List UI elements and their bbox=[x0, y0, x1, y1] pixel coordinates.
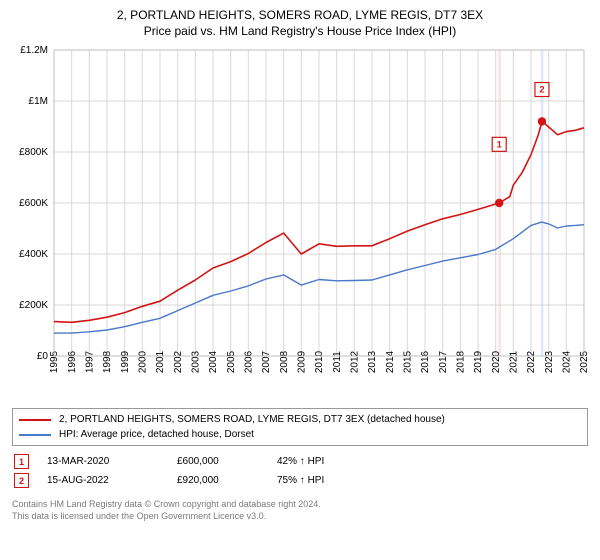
sale-badge-number: 1 bbox=[497, 139, 502, 149]
x-tick-label: 2007 bbox=[261, 350, 272, 373]
x-tick-label: 1999 bbox=[120, 350, 131, 373]
x-tick-label: 1998 bbox=[102, 350, 113, 373]
x-tick-label: 2010 bbox=[314, 350, 325, 373]
y-tick-label: £200K bbox=[19, 300, 48, 311]
legend-label: HPI: Average price, detached house, Dors… bbox=[59, 427, 254, 442]
y-tick-label: £600K bbox=[19, 198, 48, 209]
legend-row: HPI: Average price, detached house, Dors… bbox=[19, 427, 581, 442]
x-tick-label: 2003 bbox=[191, 350, 202, 373]
legend-row: 2, PORTLAND HEIGHTS, SOMERS ROAD, LYME R… bbox=[19, 412, 581, 427]
sale-point bbox=[538, 117, 546, 125]
x-tick-label: 2012 bbox=[350, 350, 361, 373]
title-block: 2, PORTLAND HEIGHTS, SOMERS ROAD, LYME R… bbox=[12, 8, 588, 38]
x-tick-label: 2011 bbox=[332, 351, 343, 373]
footer-line-1: Contains HM Land Registry data © Crown c… bbox=[12, 498, 588, 510]
x-tick-label: 2023 bbox=[544, 350, 555, 373]
x-tick-label: 2006 bbox=[244, 350, 255, 373]
x-tick-label: 2020 bbox=[491, 350, 502, 373]
sale-row: 1 13-MAR-2020 £600,000 42% ↑ HPI bbox=[12, 452, 588, 471]
footer: Contains HM Land Registry data © Crown c… bbox=[12, 498, 588, 522]
x-tick-label: 2000 bbox=[138, 350, 149, 373]
sale-badge-number: 2 bbox=[539, 85, 544, 95]
sales-summary: 1 13-MAR-2020 £600,000 42% ↑ HPI 2 15-AU… bbox=[12, 452, 588, 490]
y-tick-label: £400K bbox=[19, 249, 48, 260]
sale-marker-badge: 2 bbox=[14, 473, 29, 488]
sale-point bbox=[495, 199, 503, 207]
legend-swatch bbox=[19, 434, 51, 436]
sale-price: £920,000 bbox=[177, 475, 277, 486]
x-tick-label: 1996 bbox=[67, 350, 78, 373]
x-tick-label: 2005 bbox=[226, 350, 237, 373]
sale-date: 15-AUG-2022 bbox=[47, 475, 177, 486]
sale-price: £600,000 bbox=[177, 456, 277, 467]
x-tick-label: 2009 bbox=[297, 350, 308, 373]
legend-label: 2, PORTLAND HEIGHTS, SOMERS ROAD, LYME R… bbox=[59, 412, 445, 427]
x-tick-label: 2018 bbox=[456, 350, 467, 373]
y-tick-label: £800K bbox=[19, 147, 48, 158]
x-tick-label: 2013 bbox=[367, 350, 378, 373]
x-tick-label: 2015 bbox=[403, 350, 414, 373]
x-tick-label: 1995 bbox=[49, 350, 60, 373]
x-tick-label: 2019 bbox=[473, 350, 484, 373]
x-tick-label: 2024 bbox=[562, 350, 573, 373]
x-tick-label: 2017 bbox=[438, 350, 449, 373]
sale-delta: 42% ↑ HPI bbox=[277, 456, 324, 467]
x-tick-label: 2002 bbox=[173, 350, 184, 373]
legend-swatch bbox=[19, 419, 51, 421]
sale-date: 13-MAR-2020 bbox=[47, 456, 177, 467]
x-tick-label: 2008 bbox=[279, 350, 290, 373]
x-tick-label: 2014 bbox=[385, 350, 396, 373]
sale-marker-badge: 1 bbox=[14, 454, 29, 469]
sale-delta: 75% ↑ HPI bbox=[277, 475, 324, 486]
title-line-2: Price paid vs. HM Land Registry's House … bbox=[12, 24, 588, 38]
x-tick-label: 2016 bbox=[420, 350, 431, 373]
x-tick-label: 2004 bbox=[208, 350, 219, 373]
chart: £0 £200K £400K £600K £800K £1M £1.2M 1995 1996 19… bbox=[12, 44, 588, 404]
y-tick-label: £1M bbox=[29, 96, 48, 107]
sale-row: 2 15-AUG-2022 £920,000 75% ↑ HPI bbox=[12, 471, 588, 490]
x-tick-label: 2022 bbox=[526, 350, 537, 373]
footer-line-2: This data is licensed under the Open Gov… bbox=[12, 510, 588, 522]
title-line-1: 2, PORTLAND HEIGHTS, SOMERS ROAD, LYME R… bbox=[12, 8, 588, 22]
x-tick-label: 1997 bbox=[85, 350, 96, 373]
legend: 2, PORTLAND HEIGHTS, SOMERS ROAD, LYME R… bbox=[12, 408, 588, 446]
x-tick-label: 2021 bbox=[509, 350, 520, 373]
y-tick-label: £1.2M bbox=[20, 45, 48, 56]
chart-container: { "title": { "line1": "2, PORTLAND HEIGH… bbox=[0, 0, 600, 560]
chart-svg: £0 £200K £400K £600K £800K £1M £1.2M 1995 1996 19… bbox=[12, 44, 588, 404]
y-tick-label: £0 bbox=[37, 351, 49, 362]
x-tick-label: 2001 bbox=[155, 350, 166, 373]
